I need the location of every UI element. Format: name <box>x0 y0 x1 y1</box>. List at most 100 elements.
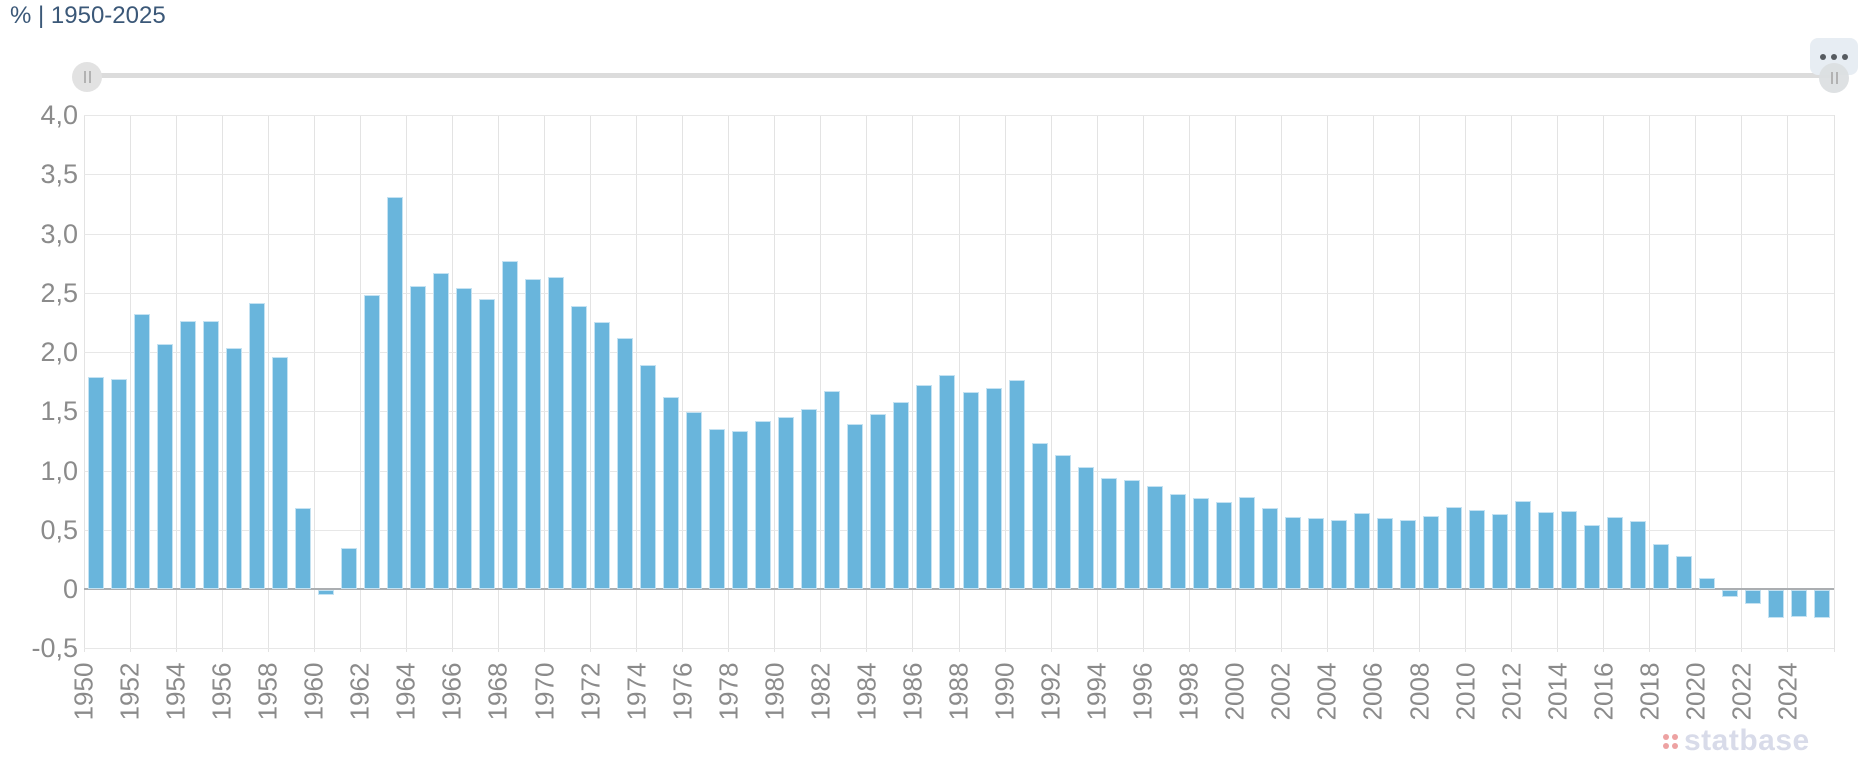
x-axis-tick-label: 1990 <box>989 662 1020 721</box>
bar-1982[interactable] <box>824 391 841 589</box>
bar-2017[interactable] <box>1630 521 1647 589</box>
bar-2007[interactable] <box>1400 520 1416 589</box>
bar-1999[interactable] <box>1215 502 1232 589</box>
x-axis-tick-label: 2010 <box>1450 662 1481 721</box>
bar-1953[interactable] <box>156 343 173 589</box>
vertical-gridline <box>1372 115 1374 652</box>
bar-1996[interactable] <box>1146 485 1163 589</box>
bar-2005[interactable] <box>1353 513 1370 589</box>
bar-1989[interactable] <box>985 387 1002 589</box>
bar-1951[interactable] <box>110 379 127 589</box>
bar-1956[interactable] <box>225 348 242 589</box>
bar-1978[interactable] <box>732 431 749 589</box>
bar-2012[interactable] <box>1515 501 1532 589</box>
vertical-gridline <box>1465 115 1467 652</box>
horizontal-gridline <box>84 174 1834 176</box>
bar-1973[interactable] <box>617 337 634 589</box>
x-axis-tick-label: 1984 <box>851 662 882 721</box>
bar-2020[interactable] <box>1699 578 1716 589</box>
bar-1990[interactable] <box>1008 380 1025 589</box>
bar-2021[interactable] <box>1722 590 1739 598</box>
bar-2002[interactable] <box>1284 516 1301 589</box>
horizontal-gridline <box>84 115 1834 116</box>
horizontal-gridline <box>84 588 1834 590</box>
vertical-gridline <box>590 115 592 652</box>
bar-1955[interactable] <box>202 321 219 589</box>
vertical-gridline <box>405 115 407 652</box>
bar-2022[interactable] <box>1745 590 1762 605</box>
bar-1991[interactable] <box>1031 443 1048 589</box>
bar-1997[interactable] <box>1169 494 1186 589</box>
bar-2018[interactable] <box>1653 543 1670 589</box>
bar-2013[interactable] <box>1538 511 1555 589</box>
bar-2011[interactable] <box>1492 514 1509 589</box>
bar-1960[interactable] <box>317 590 334 595</box>
bar-1980[interactable] <box>778 417 795 589</box>
bar-1993[interactable] <box>1077 466 1094 589</box>
bar-1992[interactable] <box>1054 455 1071 589</box>
bar-1976[interactable] <box>686 412 703 589</box>
bar-1950[interactable] <box>87 376 104 589</box>
vertical-gridline <box>774 115 776 652</box>
x-axis-tick-label: 1978 <box>713 662 744 721</box>
bar-1971[interactable] <box>571 305 588 589</box>
bar-1966[interactable] <box>455 288 472 589</box>
bar-1963[interactable] <box>386 196 403 589</box>
horizontal-gridline <box>84 470 1834 472</box>
bar-2023[interactable] <box>1768 590 1785 619</box>
range-slider-track[interactable] <box>87 73 1834 78</box>
bar-1952[interactable] <box>133 314 150 589</box>
range-slider-left-handle[interactable] <box>72 62 102 92</box>
bar-2015[interactable] <box>1584 525 1601 589</box>
bar-1959[interactable] <box>294 508 311 589</box>
bar-1974[interactable] <box>640 365 657 589</box>
bar-1981[interactable] <box>801 408 818 589</box>
bar-1979[interactable] <box>755 420 772 589</box>
bar-2000[interactable] <box>1238 496 1255 589</box>
bar-2016[interactable] <box>1607 516 1624 589</box>
vertical-gridline <box>1050 115 1052 652</box>
drag-handle-icon <box>1830 72 1833 84</box>
y-axis-tick-label: 3,5 <box>40 159 78 190</box>
bar-1995[interactable] <box>1123 479 1140 589</box>
bar-2009[interactable] <box>1446 507 1463 589</box>
bar-1986[interactable] <box>916 385 933 589</box>
bar-1967[interactable] <box>478 298 495 589</box>
bar-1962[interactable] <box>363 295 380 589</box>
bar-1957[interactable] <box>248 303 265 589</box>
bar-2010[interactable] <box>1469 509 1486 589</box>
bar-2024[interactable] <box>1791 590 1808 618</box>
vertical-gridline <box>129 115 131 652</box>
bar-1998[interactable] <box>1192 497 1209 589</box>
bar-1964[interactable] <box>409 285 426 589</box>
bar-2025[interactable] <box>1814 590 1831 619</box>
bar-1968[interactable] <box>501 260 518 589</box>
x-axis-tick-label: 2012 <box>1496 662 1527 721</box>
bar-1977[interactable] <box>709 429 726 589</box>
bar-2008[interactable] <box>1423 515 1440 589</box>
bar-1984[interactable] <box>870 413 887 589</box>
bar-1954[interactable] <box>179 321 196 589</box>
bar-2019[interactable] <box>1676 555 1693 589</box>
vertical-gridline <box>83 115 85 652</box>
bar-2006[interactable] <box>1376 517 1393 589</box>
bar-1970[interactable] <box>548 277 565 589</box>
bar-1988[interactable] <box>962 392 979 589</box>
bar-1972[interactable] <box>594 322 611 589</box>
bar-2001[interactable] <box>1261 508 1278 589</box>
bar-1969[interactable] <box>525 278 541 589</box>
ellipsis-icon <box>1842 53 1848 60</box>
range-slider-right-handle[interactable] <box>1819 63 1849 93</box>
bar-1994[interactable] <box>1100 477 1117 589</box>
bar-1975[interactable] <box>663 397 680 589</box>
bar-1983[interactable] <box>847 424 864 589</box>
bar-2003[interactable] <box>1307 517 1324 589</box>
bar-2004[interactable] <box>1330 520 1347 589</box>
bar-2014[interactable] <box>1561 510 1578 589</box>
bar-1965[interactable] <box>432 272 449 589</box>
horizontal-gridline <box>84 529 1834 531</box>
bar-1958[interactable] <box>271 356 288 589</box>
bar-1961[interactable] <box>340 547 357 589</box>
bar-1987[interactable] <box>939 374 956 589</box>
bar-1985[interactable] <box>893 401 910 589</box>
